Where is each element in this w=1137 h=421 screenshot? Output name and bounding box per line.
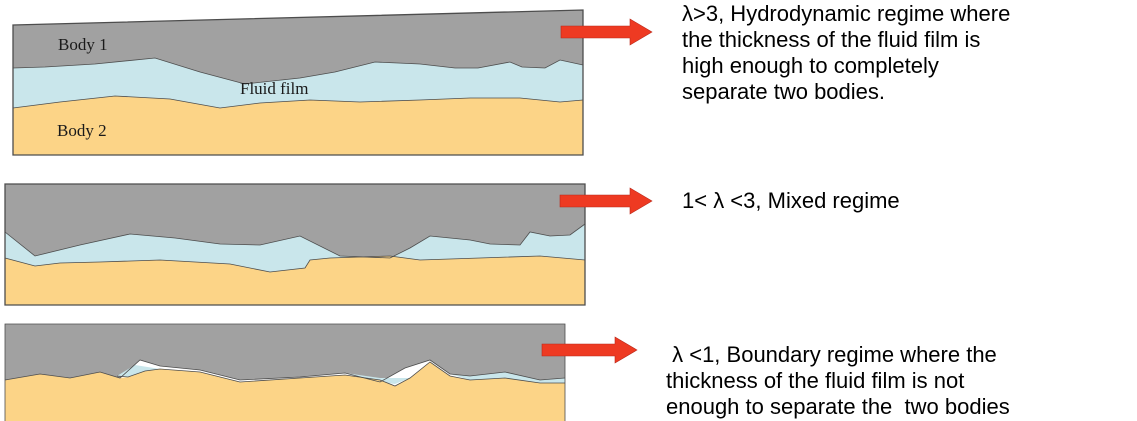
panel-3-upper-surface-line — [4, 359, 566, 383]
panel-1-outline — [12, 9, 584, 156]
panel-3-body-1 — [5, 324, 565, 382]
panel-1-body-2 — [13, 96, 583, 155]
panel-2-arrow-icon — [559, 187, 653, 215]
panel-3-fluid-film — [117, 365, 160, 377]
panel-1-lower-surface-line — [12, 95, 584, 109]
panel-2-outline — [4, 183, 586, 306]
description-line: separate two bodies. — [682, 79, 886, 104]
panel-1-upper-surface-line — [12, 57, 584, 85]
regime-description-boundary: λ <1, Boundary regime where the thicknes… — [666, 342, 1010, 420]
label-fluid-film: Fluid film — [240, 79, 308, 98]
description-line: thickness of the fluid film is not — [666, 368, 965, 393]
panel-2-body-2 — [5, 256, 585, 305]
regime-description-hydrodynamic: λ>3, Hydrodynamic regime where the thick… — [682, 1, 1010, 105]
panel-2-upper-surface-line — [4, 223, 586, 259]
panel-3-fluid-film-3 — [450, 372, 565, 383]
panel-3-arrow-icon — [541, 336, 638, 364]
panel-hydrodynamic: Body 1 Fluid film Body 2 — [12, 9, 653, 156]
panel-1-body-1 — [13, 10, 583, 84]
panel-3-fluid-film-2 — [345, 373, 410, 384]
description-line: high enough to completely — [682, 53, 939, 78]
label-body-1: Body 1 — [58, 35, 108, 54]
description-line: λ>3, Hydrodynamic regime where — [682, 1, 1011, 26]
panel-2-lower-surface-line — [4, 255, 586, 273]
panel-mixed — [4, 183, 653, 306]
panel-3-outline — [4, 323, 566, 421]
label-body-2: Body 2 — [57, 121, 107, 140]
description-line: 1< λ <3, Mixed regime — [682, 188, 900, 213]
description-line: λ <1, Boundary regime where the — [666, 342, 997, 367]
description-line: the thickness of the fluid film is — [682, 27, 981, 52]
panel-2-body-1 — [5, 184, 585, 258]
panel-3-body-2 — [5, 362, 565, 421]
panel-1-fluid-film — [13, 58, 583, 108]
regime-description-mixed: 1< λ <3, Mixed regime — [682, 188, 900, 214]
panel-boundary — [4, 323, 638, 421]
description-line: enough to separate the two bodies — [666, 394, 1010, 419]
panel-1-arrow-icon — [560, 18, 653, 46]
panel-3-lower-surface-line — [116, 361, 565, 387]
